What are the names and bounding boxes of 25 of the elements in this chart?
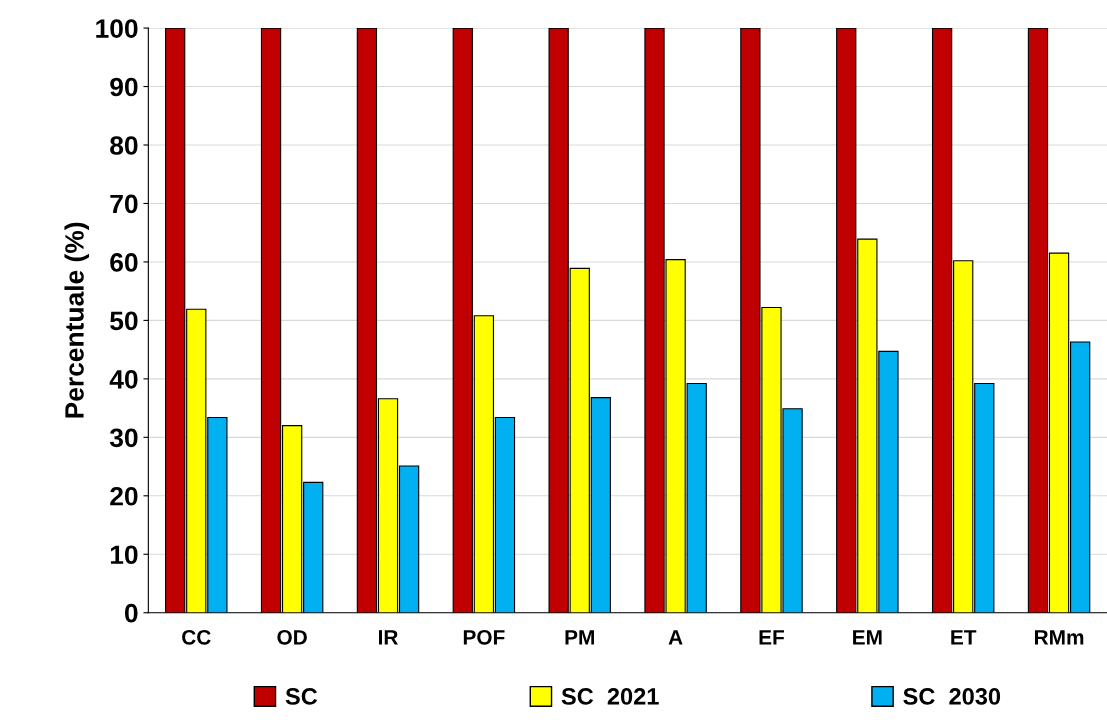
y-tick-label: 40: [109, 370, 138, 389]
y-tick-label: 60: [110, 253, 138, 272]
x-tick-label: IR: [378, 630, 398, 645]
y-tick-label: 0: [124, 603, 138, 623]
x-tick-label: EM: [853, 630, 882, 645]
legend-label: SC: [285, 688, 318, 705]
y-tick-label: 10: [110, 545, 138, 565]
x-tick-label: PM: [565, 630, 594, 645]
x-tick-label: EF: [759, 630, 785, 645]
y-tick-label: 100: [96, 19, 138, 38]
y-tick-label: 30: [109, 428, 138, 448]
x-tick-label: CC: [182, 629, 211, 645]
x-tick-label: A: [668, 630, 683, 645]
y-tick-label: 50: [110, 311, 138, 331]
y-tick-label: 80: [110, 136, 138, 155]
legend-label: SC 2021: [561, 688, 659, 705]
y-tick-label: 70: [110, 194, 138, 214]
x-tick-label: OD: [277, 629, 307, 645]
y-tick-label: 20: [110, 486, 138, 506]
y-tick-label: 90: [110, 77, 138, 97]
x-tick-label: RMm: [1035, 630, 1084, 645]
x-tick-label: ET: [951, 630, 977, 645]
legend-label: SC 2030: [903, 688, 1001, 705]
y-axis-title: Percentuale (%): [64, 222, 90, 418]
x-tick-label: POF: [463, 629, 505, 645]
